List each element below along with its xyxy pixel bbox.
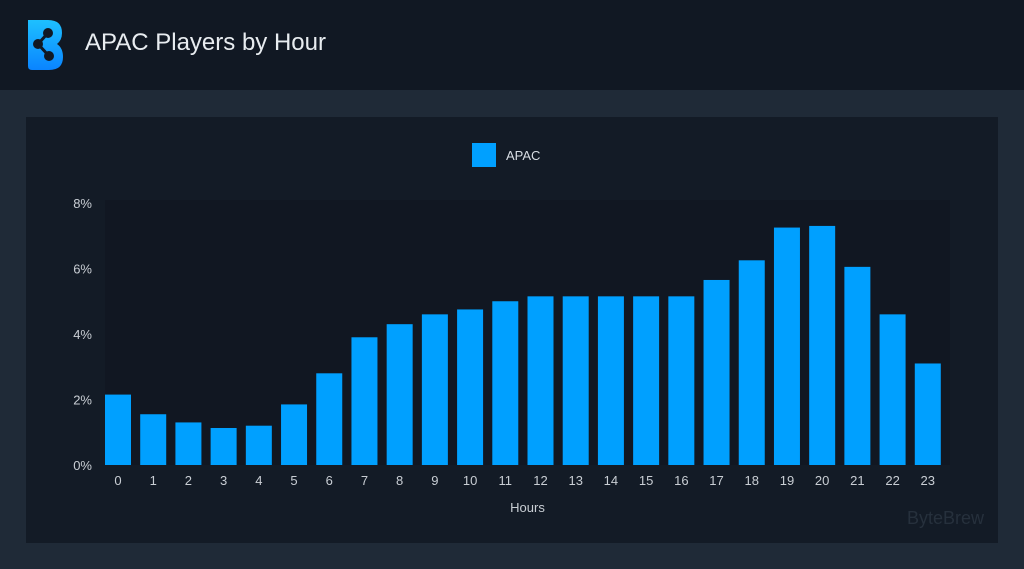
bar [245,425,272,465]
x-tick-label: 0 [114,473,121,488]
bar [316,373,343,465]
header: APAC Players by Hour [0,0,1024,90]
x-tick-label: 7 [361,473,368,488]
x-tick-label: 5 [290,473,297,488]
bar [457,309,484,465]
bar [879,314,906,465]
bar [844,266,871,465]
x-tick-label: 16 [674,473,688,488]
y-tick-label: 8% [73,196,92,211]
x-tick-label: 17 [709,473,723,488]
bar [633,296,660,465]
x-tick-label: 21 [850,473,864,488]
legend[interactable]: APAC [472,143,540,167]
x-tick-label: 15 [639,473,653,488]
x-tick-label: 22 [885,473,899,488]
x-axis-label: Hours [510,500,545,515]
x-tick-label: 20 [815,473,829,488]
x-tick-label: 10 [463,473,477,488]
legend-swatch [472,143,496,167]
x-tick-label: 12 [533,473,547,488]
x-tick-label: 3 [220,473,227,488]
bar [421,314,448,465]
x-tick-label: 11 [499,473,513,488]
y-tick-label: 6% [73,262,92,277]
legend-label: APAC [506,147,541,163]
bytebrew-logo-icon [28,20,63,70]
page-title: APAC Players by Hour [85,29,326,56]
y-tick-label: 0% [73,458,92,473]
x-tick-label: 6 [326,473,333,488]
x-tick-label: 18 [745,473,759,488]
bar [281,404,308,465]
y-tick-label: 2% [73,393,92,408]
x-tick-label: 4 [255,473,262,488]
bar [703,279,730,465]
bar [773,227,800,465]
bar [351,337,378,465]
bar [386,324,413,465]
x-tick-label: 1 [150,473,157,488]
x-tick-label: 13 [568,473,582,488]
x-tick-label: 8 [396,473,403,488]
x-tick-label: 19 [780,473,794,488]
bar [597,296,624,465]
bar [668,296,695,465]
x-tick-label: 14 [604,473,618,488]
bar [914,363,941,465]
bar [105,394,131,465]
bar [562,296,589,465]
x-tick-label: 2 [185,473,192,488]
bar [175,422,202,465]
bar [738,260,765,465]
bar [140,414,167,465]
bar [492,301,519,465]
x-tick-label: 23 [921,473,935,488]
x-tick-label: 9 [431,473,438,488]
y-tick-label: 4% [73,327,92,342]
bar [527,296,554,465]
bar [809,225,836,465]
bar [210,427,237,465]
watermark: ByteBrew [906,508,984,528]
